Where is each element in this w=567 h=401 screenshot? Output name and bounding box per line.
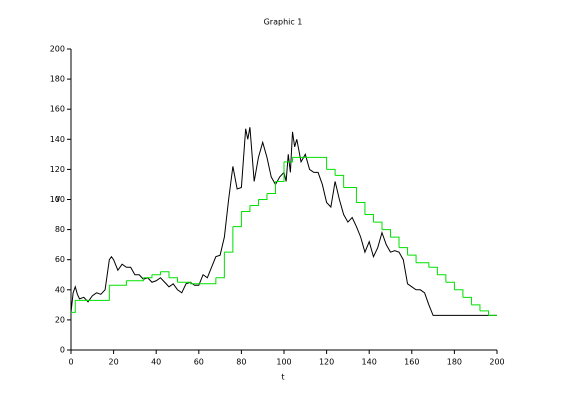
step-segment bbox=[160, 271, 170, 278]
x-tick-label: 200 bbox=[489, 358, 504, 367]
y-tick-label: 40 bbox=[55, 285, 65, 294]
x-tick-label: 60 bbox=[194, 358, 204, 367]
step-segment bbox=[454, 289, 464, 298]
step-segment bbox=[437, 274, 447, 283]
x-tick-label: 40 bbox=[151, 358, 161, 367]
step-segment bbox=[109, 280, 127, 286]
step-segment bbox=[445, 281, 455, 290]
x-tick-label: 20 bbox=[109, 358, 119, 367]
y-tick-label: 120 bbox=[50, 165, 65, 174]
y-tick-label: 0 bbox=[60, 346, 65, 355]
x-tick-label: 180 bbox=[447, 358, 462, 367]
step-segment bbox=[322, 156, 328, 170]
step-segment bbox=[190, 277, 217, 285]
x-tick-label: 0 bbox=[68, 358, 73, 367]
x-axis-label: t bbox=[281, 373, 284, 382]
step-segment bbox=[232, 211, 242, 228]
step-segment bbox=[326, 168, 336, 176]
step-segment bbox=[381, 229, 391, 238]
step-segment bbox=[258, 193, 268, 200]
x-tick-label: 140 bbox=[362, 358, 377, 367]
step-segment bbox=[416, 262, 430, 268]
x-tick-label: 160 bbox=[404, 358, 419, 367]
step-segment bbox=[249, 199, 259, 207]
step-segment bbox=[407, 254, 417, 263]
y-tick-label: 80 bbox=[55, 225, 65, 234]
y-tick-label: 60 bbox=[55, 255, 65, 264]
step-segment bbox=[151, 271, 161, 276]
step-segment bbox=[177, 281, 191, 284]
step-segment bbox=[335, 174, 345, 188]
y-tick-label: 100 bbox=[50, 195, 65, 204]
y-tick-label: 180 bbox=[50, 75, 65, 84]
y-tick-label: 140 bbox=[50, 135, 65, 144]
step-segment bbox=[399, 247, 409, 256]
step-segment bbox=[343, 186, 357, 203]
step-segment bbox=[462, 296, 472, 305]
step-segment bbox=[224, 226, 234, 253]
step-segment bbox=[266, 181, 276, 194]
step-segment bbox=[479, 310, 489, 316]
step-segment bbox=[143, 274, 153, 279]
step-segment bbox=[364, 214, 374, 223]
line bbox=[70, 127, 497, 316]
step-segment bbox=[428, 266, 438, 275]
step-segment bbox=[390, 236, 400, 248]
step-segment bbox=[356, 202, 366, 215]
step-segment bbox=[75, 285, 110, 301]
step-segment bbox=[373, 221, 383, 230]
step-segment bbox=[215, 252, 225, 279]
y-tick-label: 160 bbox=[50, 105, 65, 114]
x-tick-label: 100 bbox=[276, 358, 291, 367]
step-segment bbox=[241, 205, 251, 213]
step-segment bbox=[275, 161, 285, 182]
step-segment bbox=[284, 157, 294, 163]
y-axis-label: y bbox=[56, 194, 61, 203]
step-segment bbox=[471, 304, 481, 311]
x-tick-label: 120 bbox=[319, 358, 334, 367]
chart-title: Graphic 1 bbox=[264, 18, 303, 27]
step-segment bbox=[168, 277, 178, 283]
step-segment bbox=[126, 277, 144, 282]
y-tick-label: 20 bbox=[55, 315, 65, 324]
step-segment bbox=[71, 300, 76, 313]
x-tick-label: 80 bbox=[236, 358, 246, 367]
y-tick-label: 200 bbox=[50, 45, 65, 54]
